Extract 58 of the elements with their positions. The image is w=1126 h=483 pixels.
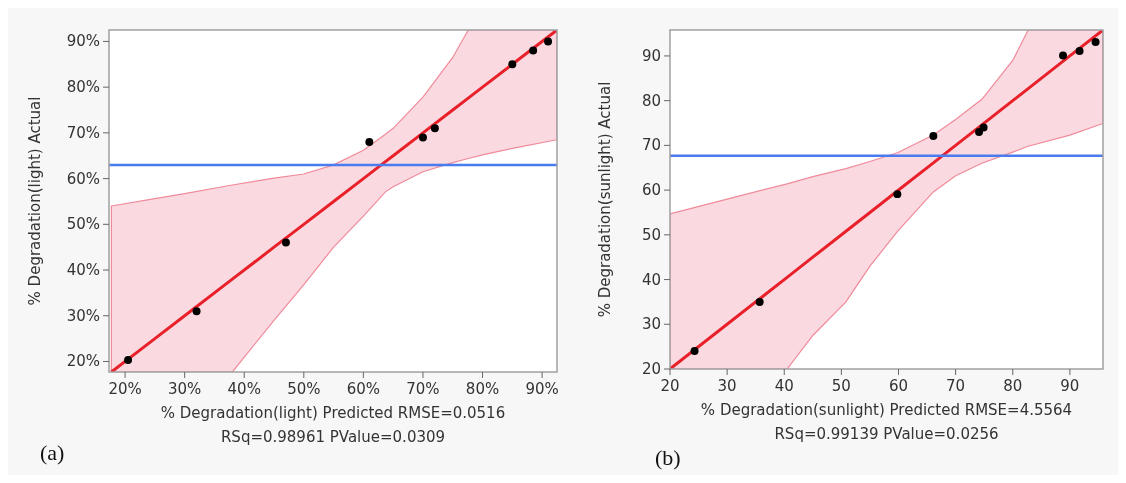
y-tick-label: 70% xyxy=(66,123,100,142)
y-tick-label: 90 xyxy=(641,46,661,65)
y-tick-label: 20% xyxy=(66,352,100,371)
x-tick-label: 90% xyxy=(525,380,559,398)
text: RSq=0.98961 PValue=0.0309 xyxy=(220,428,446,446)
text: (a) xyxy=(40,440,65,465)
x-tick-label: 40% xyxy=(227,380,261,398)
x-tick-label: 20% xyxy=(108,380,142,398)
point xyxy=(430,124,439,133)
point xyxy=(755,297,764,306)
point xyxy=(1059,51,1067,60)
y-tick-label: 90% xyxy=(66,32,100,51)
x-tick-label: 60 xyxy=(888,377,909,395)
x-axis-title: % Degradation(light) Predicted RMSE=0.0516 xyxy=(160,404,506,422)
y-tick-label: 70 xyxy=(641,136,661,155)
y-tick-label: 80% xyxy=(66,78,100,97)
text: (b) xyxy=(655,445,681,470)
point xyxy=(690,347,699,356)
point xyxy=(544,37,553,46)
x-tick-label: 90 xyxy=(1060,377,1080,395)
y-tick-label: 30 xyxy=(641,315,661,334)
x-tick-label: 80% xyxy=(465,380,500,398)
x-tick-label: 80 xyxy=(1003,377,1023,395)
point xyxy=(124,356,133,365)
point xyxy=(929,132,938,140)
point xyxy=(975,127,984,136)
point xyxy=(529,46,538,55)
point xyxy=(979,123,988,132)
y-tick-label: 40% xyxy=(66,261,100,280)
point xyxy=(1091,38,1100,47)
x-tick-label: 30% xyxy=(167,380,202,398)
y-tick-label: 50% xyxy=(66,215,100,234)
y-tick-label: 60 xyxy=(641,181,661,200)
y-tick-label: 40 xyxy=(641,270,661,289)
point xyxy=(418,133,427,142)
x-tick-label: 60% xyxy=(346,380,381,398)
y-tick-label: 80 xyxy=(641,91,661,110)
y-tick-label: 20 xyxy=(641,360,661,378)
text: RSq=0.99139 PValue=0.0256 xyxy=(774,425,999,443)
point xyxy=(192,307,201,316)
x-tick-label: 70 xyxy=(946,377,966,395)
y-tick-label: 60% xyxy=(66,169,100,188)
x-tick-label: 20 xyxy=(660,377,680,395)
x-tick-label: 50 xyxy=(831,377,851,395)
x-tick-label: 50% xyxy=(287,380,321,398)
point xyxy=(365,138,374,146)
y-tick-label: 30% xyxy=(66,306,100,325)
y-axis-title: % Degradation(light) Actual xyxy=(26,96,44,306)
y-tick-label: 50 xyxy=(641,225,661,244)
point xyxy=(508,60,517,69)
x-tick-label: 70% xyxy=(406,380,440,398)
x-tick-label: 40 xyxy=(774,377,794,395)
point xyxy=(1075,47,1084,55)
point xyxy=(281,238,290,247)
x-tick-label: 30 xyxy=(717,377,737,395)
point xyxy=(893,190,902,199)
x-axis-title: % Degradation(sunlight) Predicted RMSE=4.5564 xyxy=(700,401,1073,419)
y-axis-title: % Degradation(sunlight) Actual xyxy=(596,81,614,318)
